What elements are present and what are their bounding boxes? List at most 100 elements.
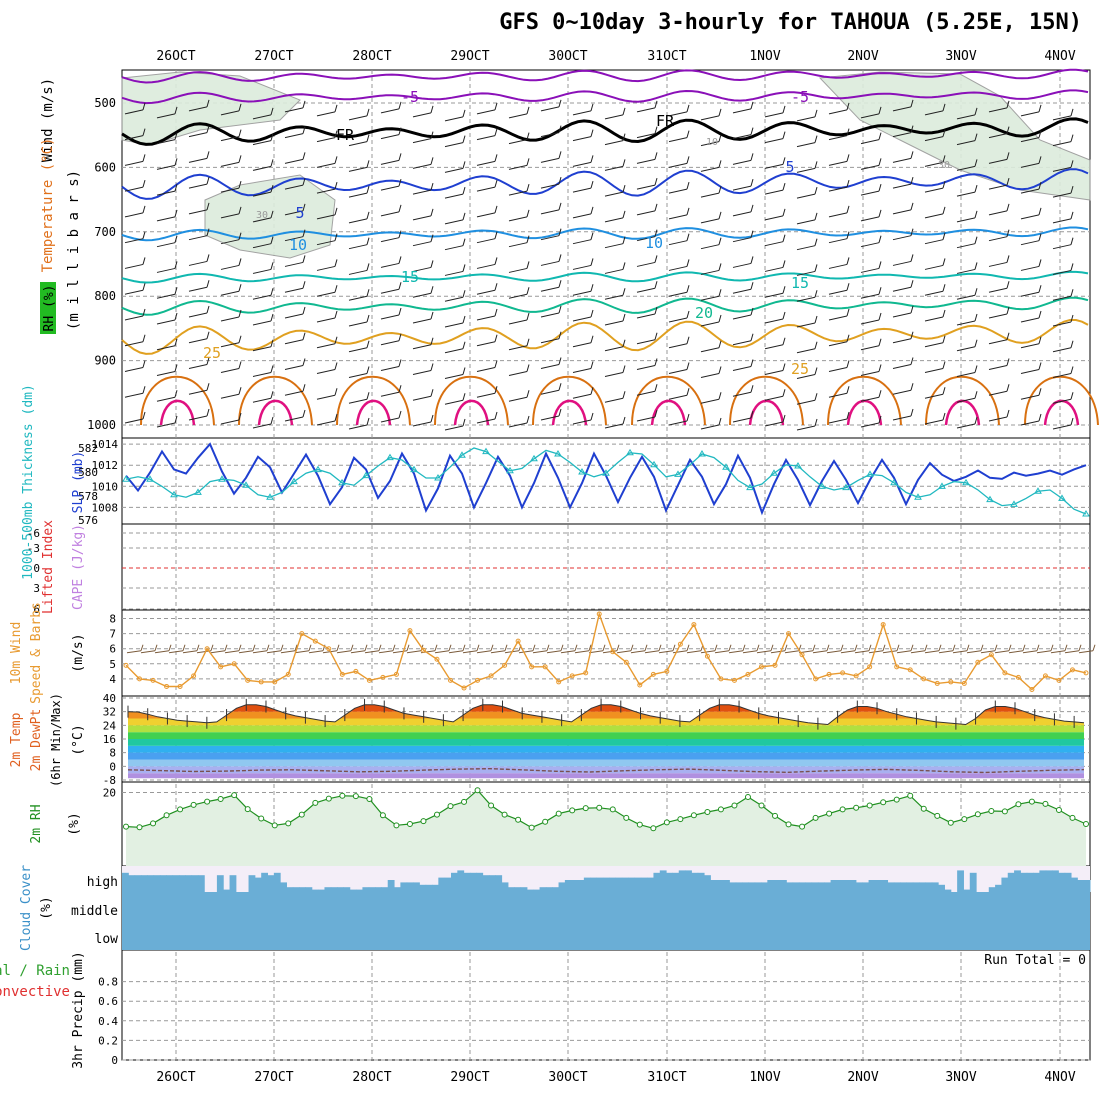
wind-barb — [252, 423, 272, 429]
wind-barb — [124, 160, 144, 166]
x-tick-bottom: 1NOV — [749, 1070, 780, 1085]
wind-barb — [508, 345, 528, 351]
rh2m-point — [758, 802, 765, 809]
wind10m-barb — [140, 650, 156, 654]
wind-barb-flag — [174, 235, 178, 243]
wind10m-barb-flag — [476, 644, 480, 651]
wind-barb — [380, 134, 400, 140]
wind10m-point — [731, 677, 737, 683]
wind10m-point — [948, 679, 954, 685]
isotherm-surface-hot — [257, 399, 294, 426]
cloud-mid-low — [122, 892, 1090, 950]
wind-barb — [572, 316, 592, 322]
wind10m-barb — [980, 650, 996, 654]
rh2m-point — [433, 811, 440, 818]
wind-barb-flag — [974, 107, 978, 116]
wind-barb-flag — [622, 288, 626, 296]
wind10m-point — [1083, 670, 1089, 676]
wind10m-barb-flag — [952, 644, 956, 651]
wind-barb — [636, 210, 656, 216]
wind-barb-flag — [590, 206, 594, 215]
wind-barb-flag — [302, 152, 306, 160]
wind-barb — [348, 141, 368, 147]
wind-barb-flag — [654, 126, 658, 134]
wind-barb — [348, 347, 368, 353]
x-tick-bottom: 29OCT — [450, 1070, 489, 1085]
wind-barb-flag — [686, 182, 690, 190]
grid-lines — [122, 70, 1090, 1061]
wind-barb-flag — [878, 132, 882, 140]
wind10m-barb-flag — [308, 644, 312, 651]
wind-barb — [636, 339, 656, 345]
wind-barb — [924, 213, 944, 219]
wind10m-point — [1029, 686, 1035, 692]
wind-barb-flag — [270, 133, 274, 141]
wind10m-barb-flag — [826, 644, 830, 651]
wind-barb — [540, 235, 560, 241]
cloud-level-label: low — [95, 932, 119, 947]
rh-legend-swatch — [40, 282, 56, 334]
wind-barb — [444, 399, 464, 405]
temp-band — [128, 759, 1084, 767]
cloud-high-bar — [590, 877, 598, 892]
cloud-high-bar — [767, 880, 775, 892]
wind-barb — [796, 373, 816, 379]
thickness-marker — [554, 450, 562, 457]
wind10m-barb — [686, 650, 702, 654]
isotherm-surface — [925, 375, 1000, 426]
wind-barb-flag — [974, 185, 978, 193]
wind-barb — [892, 260, 912, 266]
wind-barb — [764, 292, 784, 298]
rh2m-point — [461, 798, 468, 805]
wind-barb-flag — [398, 101, 402, 110]
wind-barb — [956, 423, 976, 429]
wind-barb — [924, 316, 944, 322]
wind-barb — [188, 286, 208, 292]
wind-barb-flag — [270, 159, 274, 167]
wind-barb-flag — [1006, 409, 1010, 418]
wind-barb-flag — [1006, 152, 1010, 160]
wind-barb — [700, 115, 720, 121]
cloud-high-bar — [153, 875, 161, 892]
wind-barb-flag — [622, 313, 626, 322]
wind-barb-flag — [238, 258, 242, 266]
wind10m-point — [961, 680, 967, 686]
rh2m-point — [880, 799, 887, 806]
wind10m-barb-flag — [532, 644, 536, 651]
cloud-high-bar — [159, 875, 167, 892]
cloud-high-bar — [704, 875, 711, 892]
wind-barb — [508, 139, 528, 145]
wind10m-barb — [938, 650, 954, 654]
wind-barb-flag — [1038, 285, 1042, 293]
temp-tick: 24 — [103, 719, 117, 732]
rh2m-point — [799, 823, 806, 830]
wind-barb-flag — [910, 383, 914, 391]
wind-barb-flag — [398, 307, 402, 316]
wind-barb-flag — [654, 358, 658, 366]
wind-barb — [444, 116, 464, 122]
wind-barb — [1052, 269, 1072, 275]
wind-barb — [988, 133, 1008, 139]
wind-barb-flag — [590, 387, 594, 395]
wind-barb — [252, 268, 272, 274]
wind-barb-flag — [622, 262, 626, 270]
wind-barb-flag — [526, 106, 530, 115]
wind-barb — [540, 183, 560, 189]
wind-barb-flag — [910, 305, 914, 314]
wind-barb-flag — [238, 387, 242, 395]
wind-barb — [124, 289, 144, 295]
wind-barb-flag — [270, 416, 274, 425]
wind-barb — [156, 242, 176, 248]
wind-barb — [828, 289, 848, 295]
wind-barb-flag — [430, 337, 434, 345]
wind-barb — [412, 395, 432, 401]
wind-barb-flag — [750, 359, 754, 367]
wind-barb — [764, 189, 784, 195]
rh-shade-region — [818, 71, 1091, 201]
wind-barb-flag — [398, 179, 402, 187]
wind-barb — [924, 136, 944, 142]
wind-barb — [444, 425, 464, 431]
wind-barb — [188, 183, 208, 189]
wind-barb-flag — [942, 181, 946, 189]
wind-barb-flag — [334, 233, 338, 241]
